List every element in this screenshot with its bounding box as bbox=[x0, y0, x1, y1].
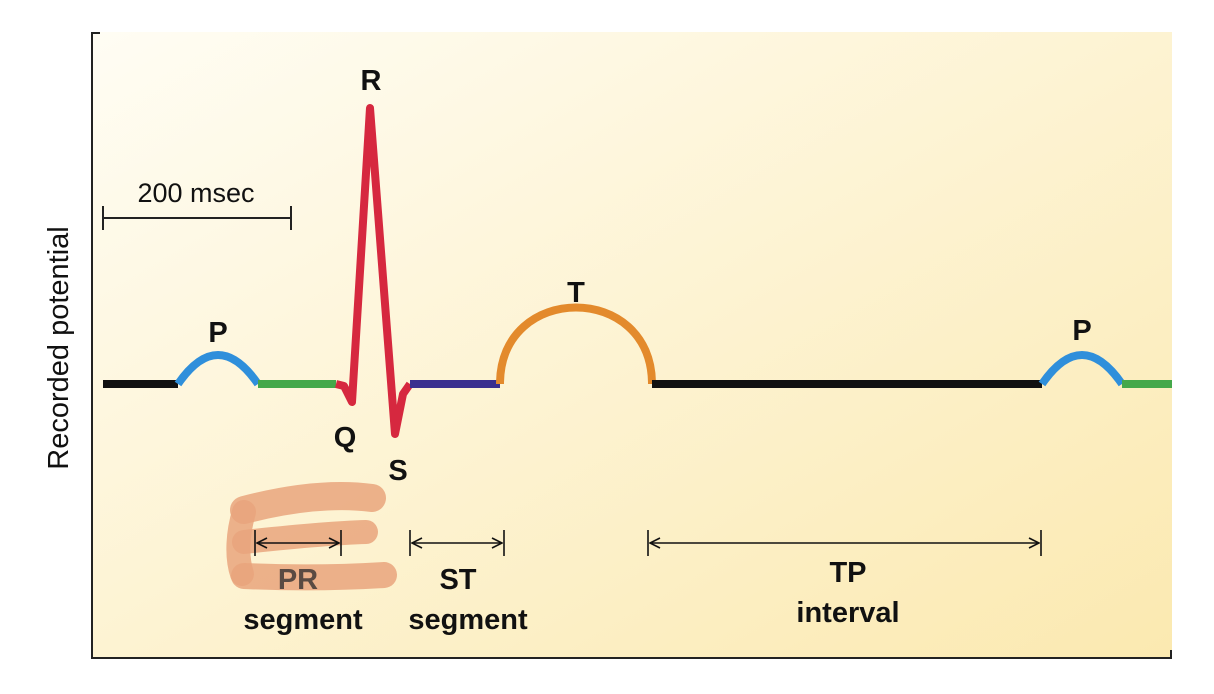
r-wave-label: R bbox=[361, 65, 382, 97]
tp-interval-label-line2: interval bbox=[796, 597, 899, 629]
qrs-complex bbox=[335, 104, 414, 438]
p-wave-first bbox=[174, 351, 262, 387]
pr-segment-label-line1: PR bbox=[278, 564, 318, 596]
p-wave-second bbox=[1038, 351, 1126, 387]
tp-interval-label-line1: TP bbox=[829, 557, 866, 589]
st-interval-arrow bbox=[409, 530, 505, 556]
st-segment-label-line2: segment bbox=[408, 604, 528, 636]
q-wave-label: Q bbox=[334, 422, 357, 454]
s-wave-label: S bbox=[388, 455, 407, 487]
t-wave bbox=[496, 303, 656, 385]
pr-interval-arrow bbox=[254, 530, 342, 556]
tp-interval-arrow bbox=[647, 530, 1042, 556]
y-axis-label: Recorded potential bbox=[43, 226, 75, 469]
t-wave-label: T bbox=[567, 277, 585, 309]
plot-background bbox=[92, 32, 1172, 658]
st-segment-label-line1: ST bbox=[439, 564, 476, 596]
p-wave-label-first: P bbox=[208, 317, 227, 349]
p-wave-label-second: P bbox=[1072, 315, 1091, 347]
scale-bar-label: 200 msec bbox=[137, 178, 254, 208]
scale-bar bbox=[102, 206, 292, 230]
pr-segment-label-line2: segment bbox=[243, 604, 363, 636]
